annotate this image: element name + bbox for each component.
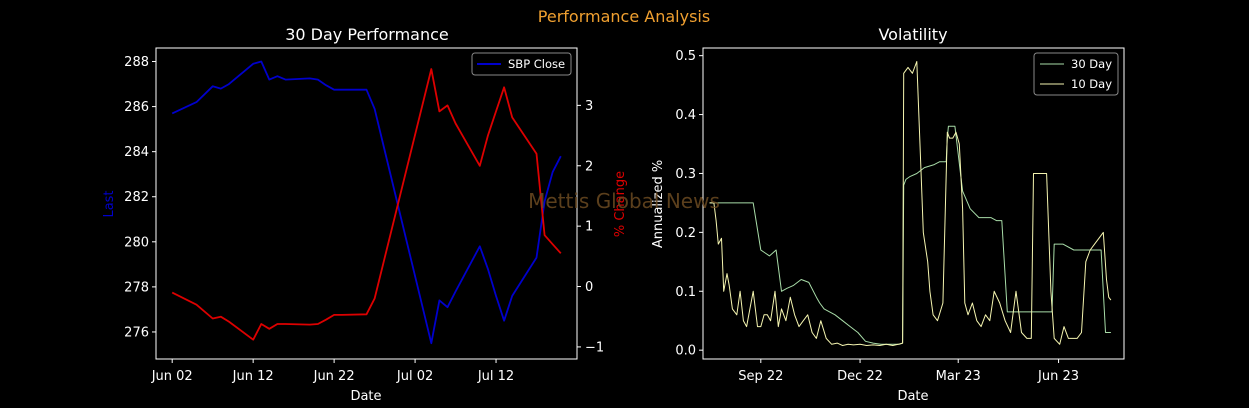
volatility-chart-ticks: Sep 22 Dec 22 Mar 23 Jun 23 0.0 0.1 0.2 0.3 0.4 0… <box>675 49 1079 384</box>
y-tick-label-left: 276 <box>124 325 149 340</box>
volatility-chart-lines <box>709 61 1112 346</box>
suptitle: Performance Analysis <box>538 7 710 26</box>
volatility-chart-frame <box>702 47 1125 360</box>
y-tick-label: 0.1 <box>675 285 696 300</box>
y-tick-label-left: 286 <box>124 100 149 115</box>
y-tick-label-right: −1 <box>585 340 604 355</box>
y-tick-label-left: 284 <box>124 145 149 160</box>
x-tick-label: Jun 23 <box>1037 369 1079 384</box>
legend-label-10-day: 10 Day <box>1071 77 1112 91</box>
performance-chart-legend: SBP Close <box>471 52 572 76</box>
performance-chart: 30 Day Performance Jun 02 Jun 12 Jun 22 Jul… <box>102 25 628 404</box>
legend-label-30-day: 30 Day <box>1071 57 1112 71</box>
x-tick-label: Jun 12 <box>232 369 274 384</box>
performance-chart-lines <box>171 60 562 345</box>
y-tick-label: 0.2 <box>675 226 696 241</box>
series-line-pct-change <box>171 68 562 341</box>
y-tick-label: 0.5 <box>675 49 696 64</box>
series-line-sbp-close <box>171 60 562 345</box>
performance-chart-title: 30 Day Performance <box>285 25 449 44</box>
volatility-chart-title: Volatility <box>878 25 947 44</box>
series-line-30-day <box>709 125 1111 345</box>
legend-label-sbp-close: SBP Close <box>508 57 565 71</box>
y-tick-label: 0.4 <box>675 108 696 123</box>
volatility-chart-xlabel: Date <box>897 389 928 404</box>
y-tick-label: 0.3 <box>675 167 696 182</box>
y-tick-label-left: 280 <box>124 235 149 250</box>
y-tick-label-left: 288 <box>124 55 149 70</box>
y-tick-label-right: 2 <box>585 159 593 174</box>
x-tick-label: Dec 22 <box>837 369 883 384</box>
performance-chart-xlabel: Date <box>350 389 381 404</box>
watermark: Mettis Global News <box>528 189 720 213</box>
y-tick-label: 0.0 <box>675 344 696 359</box>
x-tick-label: Jun 02 <box>151 369 193 384</box>
performance-chart-ylabel-right: % Change <box>613 171 628 237</box>
y-tick-label-left: 282 <box>124 190 149 205</box>
y-tick-label-right: 3 <box>585 99 593 114</box>
x-tick-label: Jun 22 <box>313 369 355 384</box>
y-tick-label-right: 0 <box>585 280 593 295</box>
series-line-10-day <box>709 61 1112 346</box>
x-tick-label: Sep 22 <box>738 369 783 384</box>
y-tick-label-left: 278 <box>124 280 149 295</box>
volatility-chart-legend: 30 Day 10 Day <box>1033 52 1119 96</box>
performance-chart-legend-box <box>471 52 572 76</box>
y-tick-label-right: 1 <box>585 220 593 235</box>
performance-chart-ticks: Jun 02 Jun 12 Jun 22 Jul 02 Jul 12 276 278 280 2… <box>124 55 604 384</box>
volatility-chart: Volatility Sep 22 Dec 22 Mar 23 Jun 23 0.0 0.… <box>651 25 1125 404</box>
x-tick-label: Jul 02 <box>396 369 433 384</box>
performance-chart-frame <box>155 47 578 360</box>
x-tick-label: Jul 12 <box>477 369 514 384</box>
volatility-chart-ylabel: Annualized % <box>651 160 666 248</box>
performance-chart-ylabel-left: Last <box>102 190 117 217</box>
x-tick-label: Mar 23 <box>936 369 981 384</box>
